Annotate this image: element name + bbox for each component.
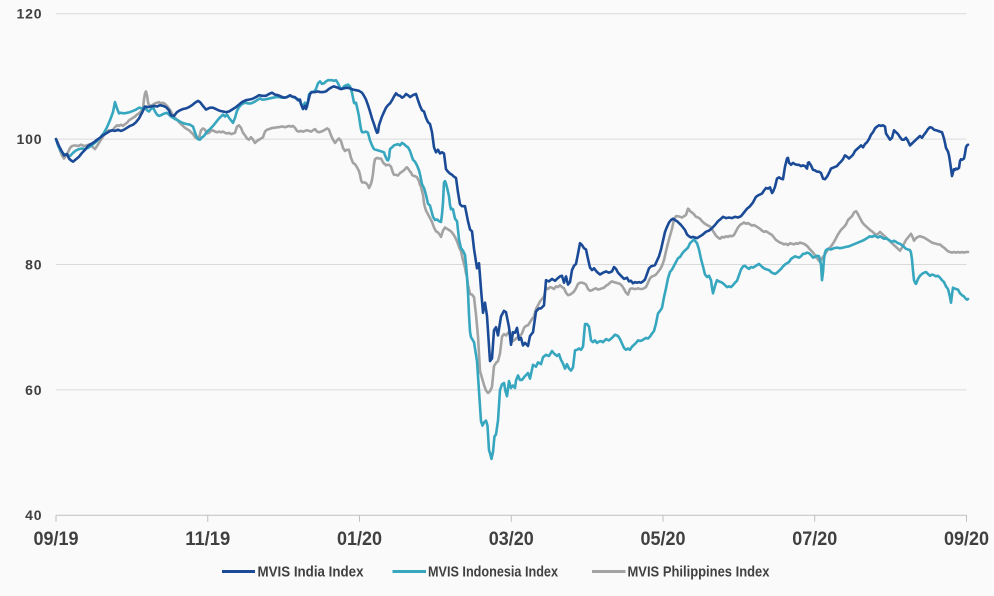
svg-text:05/20: 05/20: [641, 528, 686, 550]
svg-text:60: 60: [25, 382, 42, 398]
svg-text:MVIS India Index: MVIS India Index: [258, 565, 364, 581]
svg-text:MVIS Indonesia Index: MVIS Indonesia Index: [428, 565, 558, 581]
svg-text:40: 40: [25, 507, 42, 523]
svg-text:100: 100: [16, 131, 42, 147]
svg-text:09/20: 09/20: [944, 528, 989, 550]
svg-text:01/20: 01/20: [337, 528, 382, 550]
svg-text:120: 120: [16, 6, 42, 22]
svg-text:80: 80: [25, 256, 42, 272]
svg-text:03/20: 03/20: [489, 528, 534, 550]
svg-text:07/20: 07/20: [792, 528, 837, 550]
svg-text:11/19: 11/19: [185, 528, 230, 550]
svg-text:09/19: 09/19: [34, 528, 79, 550]
svg-text:MVIS Philippines Index: MVIS Philippines Index: [628, 565, 770, 581]
